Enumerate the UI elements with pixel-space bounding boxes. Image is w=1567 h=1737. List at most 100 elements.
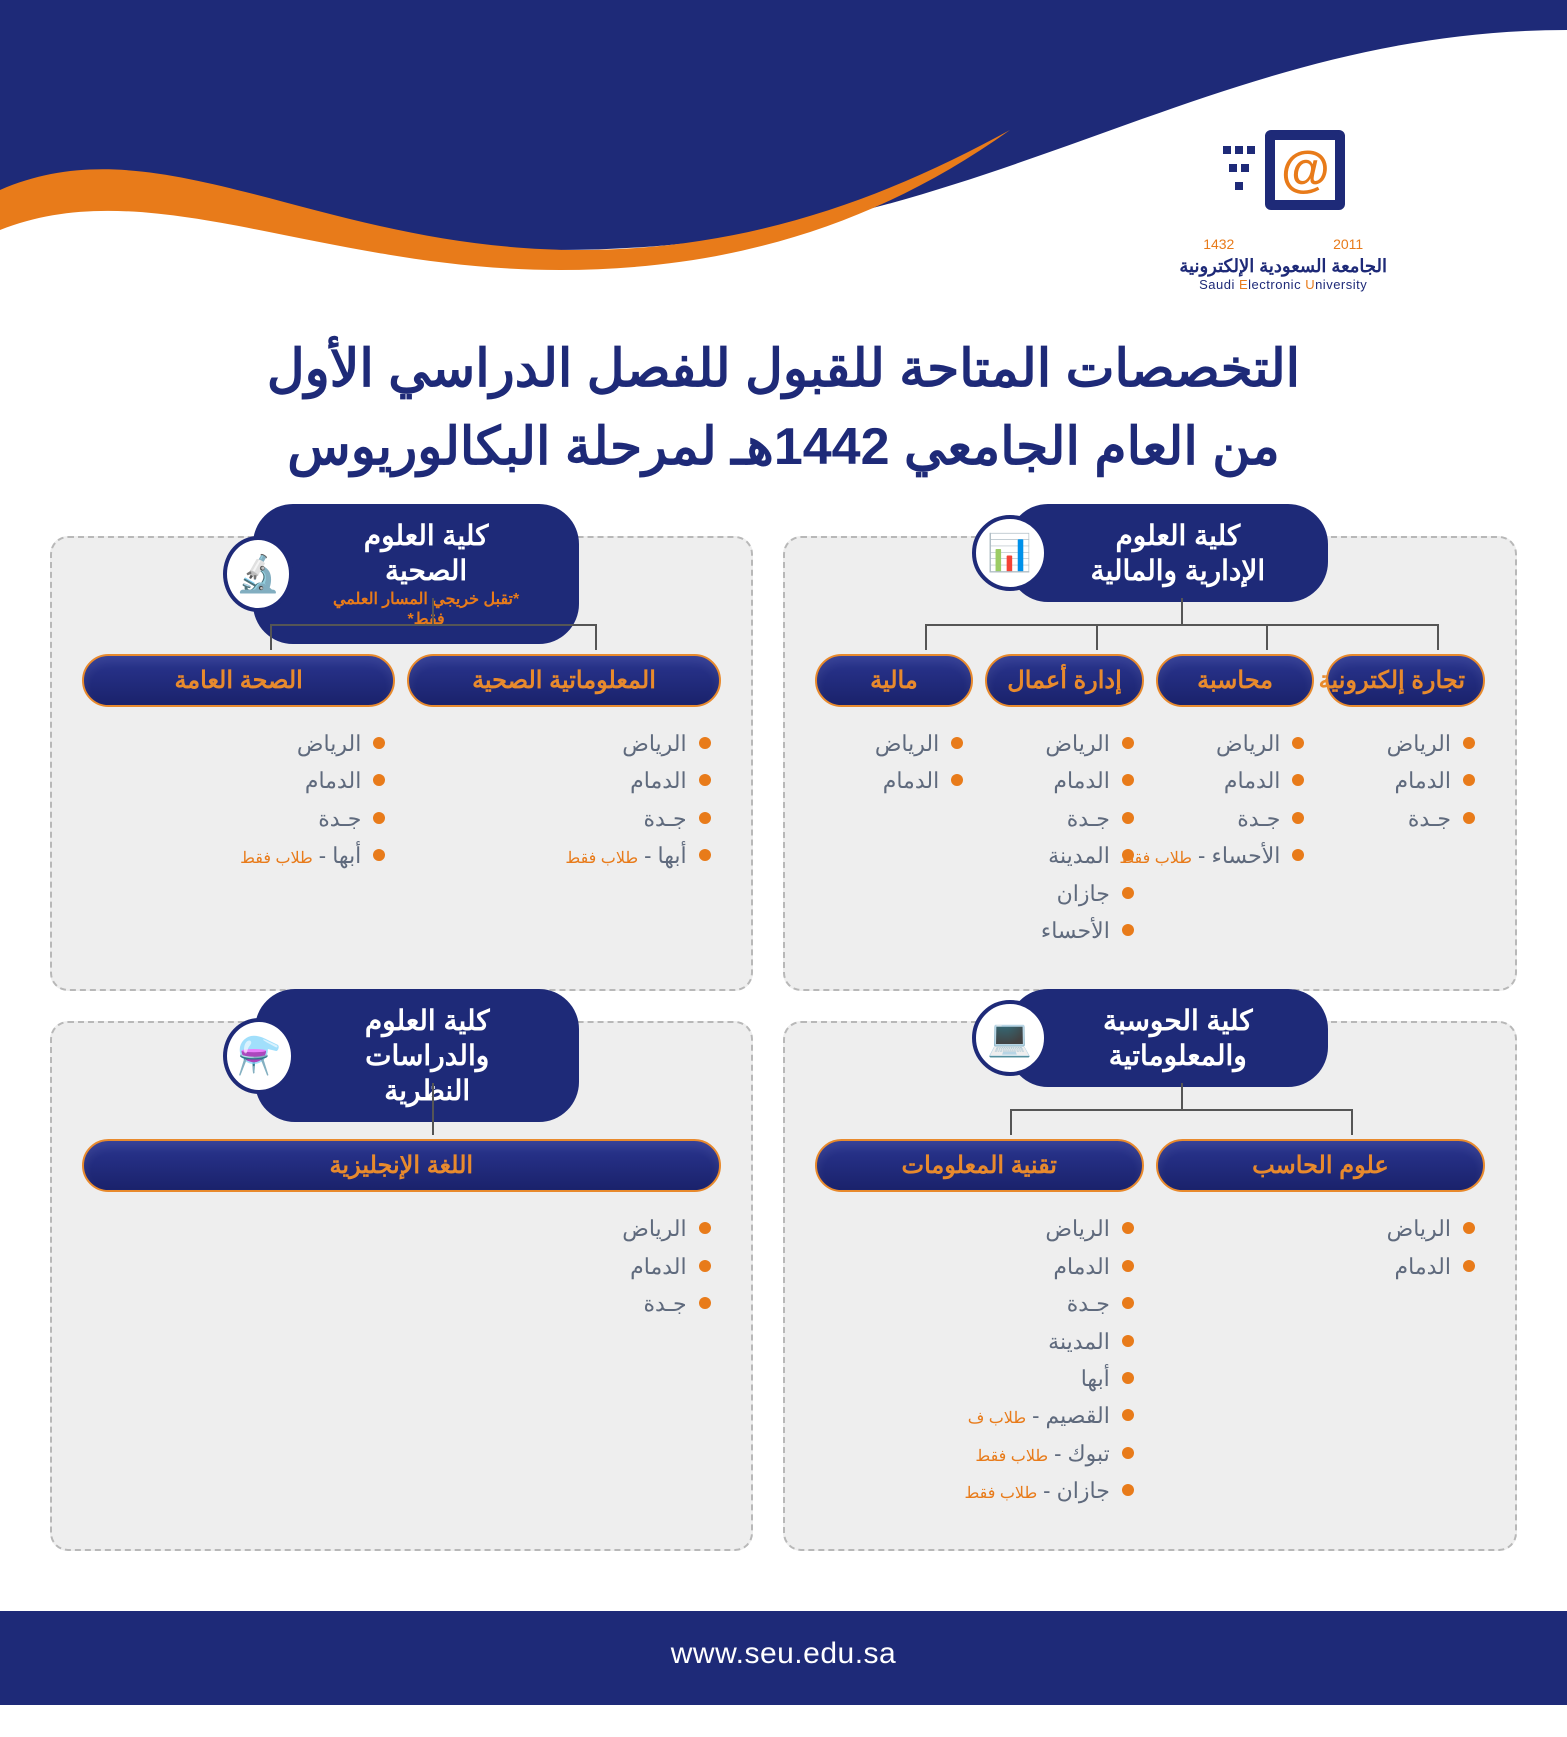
college-icon: 💻 [972,1000,1048,1076]
campus-list: الرياضالدمام [1156,1210,1475,1285]
campus-item: الرياض [1156,1210,1475,1247]
majors-row: تجارة إلكترونيةالرياضالدمامجـدةمحاسبةالر… [815,654,1485,949]
campus-list: الرياضالدمامجـدةالأحساء -طلاب فقط [1156,725,1305,875]
major-pill: محاسبة [1156,654,1315,707]
campus-item: المدينة [985,837,1134,874]
campus-note: طلاب فقط [240,850,313,867]
major-column: مالية الرياضالدمام [815,654,974,949]
major-pill: تقنية المعلومات [815,1139,1144,1192]
major-column: المعلوماتية الصحية الرياضالدمامجـدةأبها -… [407,654,720,875]
college-head: كلية العلومالإدارية والمالية📊 [972,504,1328,602]
major-pill: إدارة أعمال [985,654,1144,707]
campus-item: الدمام [815,762,964,799]
campus-item: الدمام [815,1248,1134,1285]
campus-list: الرياضالدمامجـدة [82,1210,711,1322]
campus-item: جازان -طلاب فقط [815,1472,1134,1509]
campus-item: الدمام [82,762,385,799]
campus-item: أبها [815,1360,1134,1397]
campus-list: الرياضالدمامجـدةأبها -طلاب فقط [82,725,385,875]
college-title-pill: كلية العلوموالدراسات النظرية [255,989,579,1122]
campus-item: جـدة [407,800,710,837]
footer: www.seu.edu.sa [0,1611,1567,1705]
campus-item: أبها -طلاب فقط [82,837,385,874]
major-column: تقنية المعلومات الرياضالدمامجـدةالمدينةأب… [815,1139,1144,1509]
college-icon: 📊 [972,515,1048,591]
college-icon: 🔬 [223,536,293,612]
major-pill: مالية [815,654,974,707]
campus-item: الرياض [82,1210,711,1247]
campus-item: جـدة [815,1285,1134,1322]
header: 2011 1432 الجامعة السعودية الإلكترونية S… [0,0,1567,300]
logo-years: 2011 1432 [1203,236,1363,252]
logo-year-left: 2011 [1333,236,1363,252]
major-pill: اللغة الإنجليزية [82,1139,721,1192]
college-icon: ⚗️ [223,1018,295,1094]
campus-note: طلاب فقط [964,1485,1037,1502]
campus-item: المدينة [815,1323,1134,1360]
major-column: اللغة الإنجليزية الرياضالدمامجـدة [82,1139,721,1322]
major-column: تجارة إلكترونية الرياضالدمامجـدة [1326,654,1485,949]
campus-item: الرياض [815,1210,1134,1247]
logo-mark [1203,130,1363,230]
major-column: إدارة أعمالالرياضالدمامجـدةالمدينةجازانا… [985,654,1144,949]
college-head: كلية العلوم الصحية*تقبل خريجي المسار الع… [223,504,579,644]
campus-note: طلاب فقط [565,850,638,867]
title-line-2: من العام الجامعي 1442هـ لمرحلة البكالوري… [287,418,1279,476]
campus-list: الرياضالدمام [815,725,964,800]
campus-item: الرياض [815,725,964,762]
campus-note: طلاب فقط [975,1448,1048,1465]
major-pill: المعلوماتية الصحية [407,654,720,707]
logo-dots-icon [1221,143,1257,197]
college-panel-science-theoretical: كلية العلوموالدراسات النظرية⚗️اللغة الإن… [50,1021,753,1551]
page: 2011 1432 الجامعة السعودية الإلكترونية S… [0,0,1567,1705]
campus-item: الرياض [1326,725,1475,762]
college-panel-computing-informatics: كلية الحوسبةوالمعلوماتية💻علوم الحاسبالري… [783,1021,1517,1551]
campus-item: الدمام [407,762,710,799]
campus-item: جازان [985,875,1134,912]
major-column: علوم الحاسب الرياضالدمام [1156,1139,1485,1509]
campus-list: الرياضالدمامجـدةأبها -طلاب فقط [407,725,710,875]
campus-item: جـدة [1156,800,1305,837]
campus-item: الرياض [1156,725,1305,762]
campus-item: جـدة [985,800,1134,837]
campus-item: تبوك -طلاب فقط [815,1435,1134,1472]
majors-row: المعلوماتية الصحيةالرياضالدمامجـدةأبها -… [82,654,721,875]
title-line-1: التخصصات المتاحة للقبول للفصل الدراسي ال… [267,340,1300,398]
campus-item: الدمام [1156,1248,1475,1285]
campus-item: الدمام [1156,762,1305,799]
college-head: كلية الحوسبةوالمعلوماتية💻 [972,989,1328,1087]
campus-item: الرياض [407,725,710,762]
college-title-pill: كلية العلومالإدارية والمالية [1008,504,1328,602]
campus-item: جـدة [82,1285,711,1322]
campus-item: أبها -طلاب فقط [407,837,710,874]
campus-item: القصيم -طلاب ف [815,1397,1134,1434]
campus-item: الأحساء [985,912,1134,949]
major-pill: علوم الحاسب [1156,1139,1485,1192]
college-panel-health-sciences: كلية العلوم الصحية*تقبل خريجي المسار الع… [50,536,753,991]
colleges-grid: كلية العلومالإدارية والمالية📊تجارة إلكتر… [0,536,1567,1611]
college-head: كلية العلوموالدراسات النظرية⚗️ [223,989,579,1122]
logo-name-en: Saudi Electronic University [1179,277,1387,292]
campus-list: الرياضالدمامجـدة [1326,725,1475,837]
college-title-pill: كلية العلوم الصحية*تقبل خريجي المسار الع… [253,504,579,644]
major-pill: تجارة إلكترونية [1326,654,1485,707]
campus-item: جـدة [1326,800,1475,837]
campus-item: الدمام [985,762,1134,799]
logo-at-icon [1265,130,1345,210]
major-column: الصحة العامة الرياضالدمامجـدةأبها -طلاب ف… [82,654,395,875]
college-panel-admin-finance: كلية العلومالإدارية والمالية📊تجارة إلكتر… [783,536,1517,991]
majors-row: علوم الحاسبالرياضالدمامتقنية المعلوماتال… [815,1139,1485,1509]
campus-item: جـدة [82,800,385,837]
campus-item: الدمام [82,1248,711,1285]
logo: 2011 1432 الجامعة السعودية الإلكترونية S… [1179,130,1387,292]
major-column: محاسبة الرياضالدمامجـدةالأحساء -طلاب فقط [1156,654,1315,949]
major-pill: الصحة العامة [82,654,395,707]
campus-item: الرياض [82,725,385,762]
logo-year-right: 1432 [1203,236,1234,252]
footer-url: www.seu.edu.sa [671,1637,896,1670]
campus-list: الرياضالدمامجـدةالمدينةأبهاالقصيم -طلاب … [815,1210,1134,1509]
campus-item: الدمام [1326,762,1475,799]
campus-note: طلاب ف [968,1410,1026,1427]
page-title: التخصصات المتاحة للقبول للفصل الدراسي ال… [80,330,1487,486]
logo-name-ar: الجامعة السعودية الإلكترونية [1179,256,1387,277]
